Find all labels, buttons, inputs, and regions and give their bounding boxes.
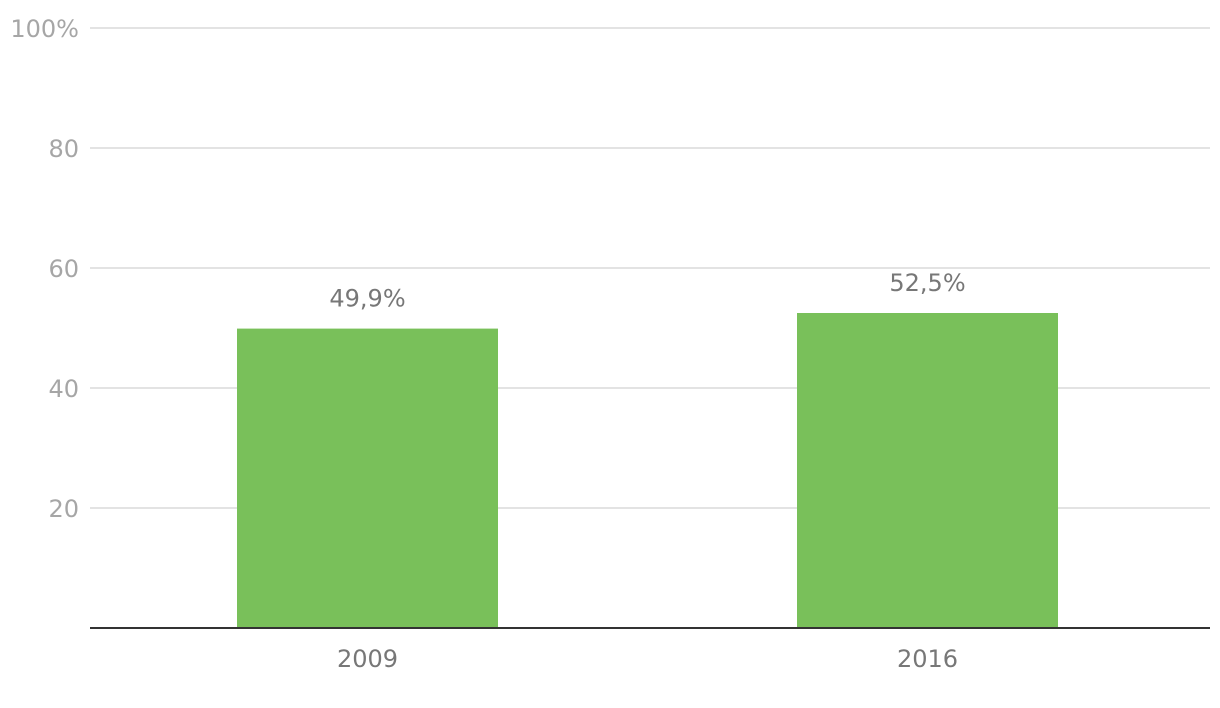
y-tick-label: 20 (48, 495, 79, 523)
data-label: 52,5% (889, 269, 965, 297)
y-tick-label: 40 (48, 375, 79, 403)
data-labels: 49,9% 52,5% (329, 269, 965, 313)
x-tick-label: 2016 (897, 645, 958, 673)
y-tick-label: 60 (48, 255, 79, 283)
x-axis-labels: 2009 2016 (337, 645, 958, 673)
bars (237, 313, 1058, 628)
bar-2016 (797, 313, 1058, 628)
x-tick-label: 2009 (337, 645, 398, 673)
bar-2009 (237, 328, 498, 628)
y-axis-ticks: 20 40 60 80 100% (10, 15, 79, 523)
y-tick-label: 80 (48, 135, 79, 163)
data-label: 49,9% (329, 285, 405, 313)
y-tick-label: 100% (10, 15, 79, 43)
